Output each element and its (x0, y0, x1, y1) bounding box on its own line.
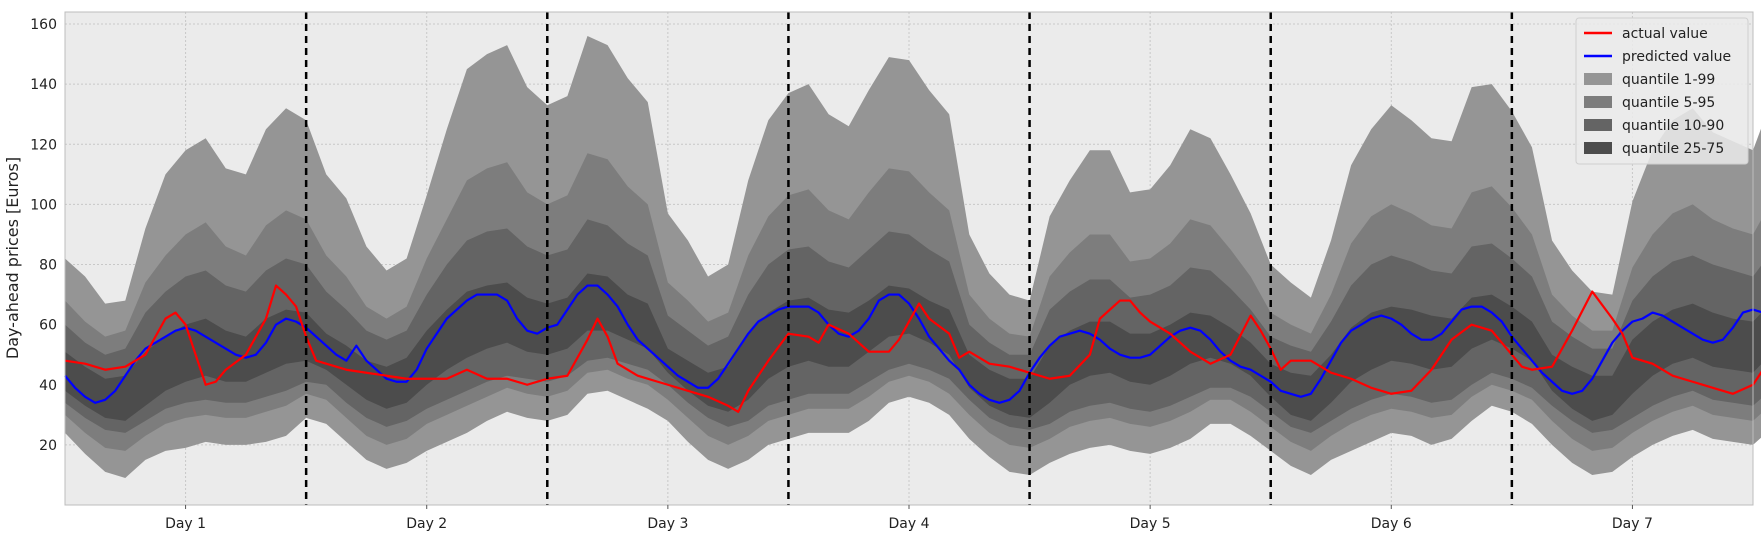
day-separators (304, 12, 1514, 505)
legend-swatch-quantile-1-99 (1584, 73, 1612, 85)
legend-label-actual-value: actual value (1622, 26, 1708, 42)
x-tick-label: Day 1 (165, 516, 206, 532)
y-tick-label: 160 (30, 17, 57, 33)
legend-swatch-quantile-10-90 (1584, 119, 1612, 131)
x-tick-label: Day 2 (406, 516, 447, 532)
x-axis-ticks: Day 1 Day 2 Day 3 Day 4 Day 5 Day 6 Day 7 (165, 505, 1653, 532)
x-tick-label: Day 7 (1612, 516, 1653, 532)
legend-label-quantile-10-90: quantile 10-90 (1622, 118, 1724, 134)
band-quantile-25-75 (65, 273, 1761, 421)
value-lines (64, 284, 1761, 413)
y-tick-label: 80 (39, 258, 57, 274)
y-tick-label: 40 (39, 378, 57, 394)
legend-box (1575, 17, 1749, 165)
legend-label-quantile-5-95: quantile 5-95 (1622, 95, 1715, 111)
y-tick-label: 20 (39, 438, 57, 454)
y-tick-label: 60 (39, 318, 57, 334)
y-axis-ticks: 20 40 60 80 100 120 140 160 (30, 17, 57, 454)
legend: actual value predicted value quantile 1-99… (1575, 17, 1749, 165)
legend-label-quantile-25-75: quantile 25-75 (1622, 141, 1724, 157)
legend-label-quantile-1-99: quantile 1-99 (1622, 72, 1715, 88)
x-tick-label: Day 4 (888, 516, 929, 532)
x-tick-label: Day 5 (1130, 516, 1171, 532)
x-tick-label: Day 3 (647, 516, 688, 532)
legend-label-predicted-value: predicted value (1622, 49, 1731, 65)
y-axis-title: Day-ahead prices [Euros] (3, 157, 22, 359)
x-tick-label: Day 6 (1371, 516, 1412, 532)
y-tick-label: 120 (30, 137, 57, 153)
y-tick-label: 100 (30, 197, 57, 213)
line-actual-value (64, 284, 1761, 413)
line-predicted-value (64, 284, 1761, 404)
legend-swatch-quantile-5-95 (1584, 96, 1612, 108)
y-tick-label: 140 (30, 77, 57, 93)
legend-swatch-quantile-25-75 (1584, 142, 1612, 154)
